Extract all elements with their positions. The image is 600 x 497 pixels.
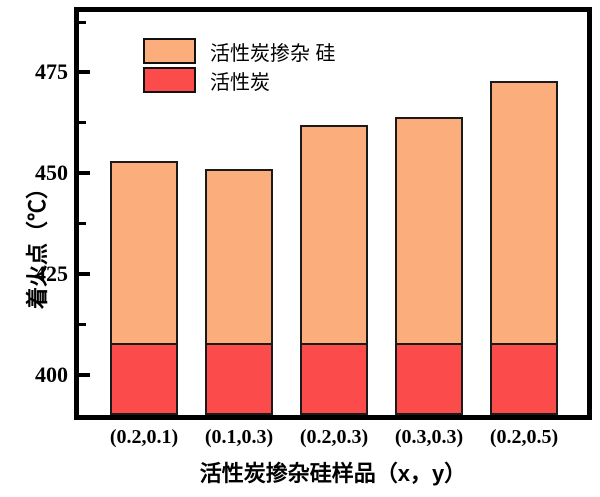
x-axis-label: 活性炭掺杂硅样品（x，y）	[199, 461, 467, 486]
x-tick-label: (0.2,0.5)	[489, 426, 559, 448]
legend-label-doped: 活性炭掺杂 硅	[210, 42, 336, 65]
bar-segment-doped	[205, 169, 273, 343]
y-tick-label: 425	[35, 260, 68, 286]
legend: 活性炭掺杂 硅 活性炭	[143, 38, 336, 96]
bar-segment-carbon	[490, 342, 558, 415]
bar-segment-carbon	[205, 342, 273, 415]
y-minor-tick	[79, 322, 86, 326]
legend-label-carbon: 活性炭	[210, 71, 270, 94]
y-major-tick	[79, 171, 90, 176]
x-tick-label: (0.2,0.3)	[299, 426, 369, 448]
x-tick-label: (0.1,0.3)	[204, 426, 274, 448]
bar-segment-carbon	[300, 342, 368, 415]
y-major-tick	[79, 372, 90, 377]
y-major-tick	[79, 70, 90, 75]
legend-item-doped: 活性炭掺杂 硅	[143, 38, 336, 65]
legend-item-carbon: 活性炭	[143, 67, 336, 94]
x-tick-label: (0.3,0.3)	[394, 426, 464, 448]
y-minor-tick	[79, 121, 86, 125]
y-major-tick	[79, 271, 90, 276]
y-axis-label: 着火点（℃）	[25, 177, 50, 310]
y-tick-label: 400	[35, 361, 68, 387]
y-tick-label: 450	[35, 160, 68, 186]
bar-segment-carbon	[395, 342, 463, 415]
bar-segment-doped	[395, 116, 463, 343]
y-minor-tick	[79, 20, 86, 24]
plot-area: 活性炭掺杂 硅 活性炭	[74, 7, 592, 420]
legend-swatch-carbon	[143, 67, 196, 93]
bar-segment-doped	[300, 124, 368, 343]
y-minor-tick	[79, 222, 86, 226]
bar-segment-carbon	[110, 342, 178, 415]
x-tick-label: (0.2,0.1)	[109, 426, 179, 448]
bar-segment-doped	[110, 161, 178, 343]
legend-swatch-doped	[143, 38, 196, 64]
y-tick-label: 475	[35, 59, 68, 85]
bar-segment-doped	[490, 80, 558, 343]
